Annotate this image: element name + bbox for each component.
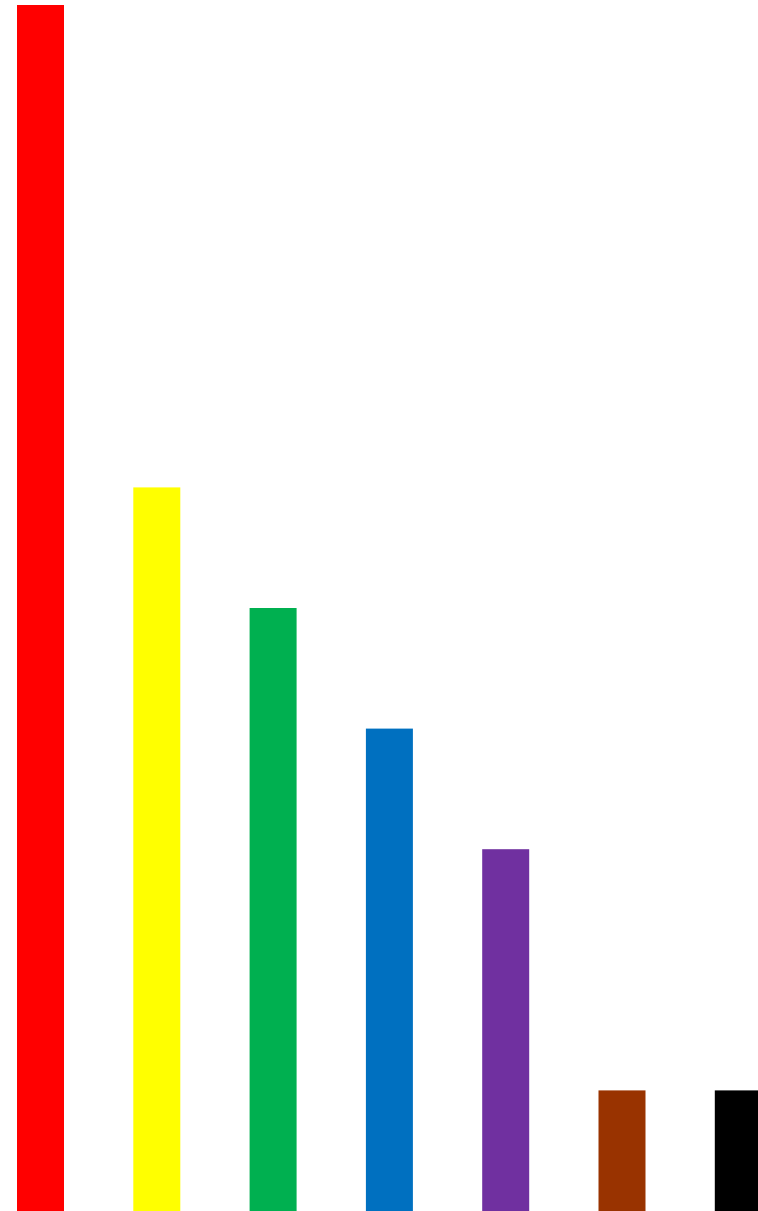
bar xyxy=(133,487,181,1211)
bar xyxy=(598,1090,646,1211)
bar xyxy=(249,608,297,1211)
bar xyxy=(482,849,530,1211)
bar xyxy=(17,5,64,1211)
bar xyxy=(365,728,413,1211)
bar xyxy=(714,1090,758,1211)
